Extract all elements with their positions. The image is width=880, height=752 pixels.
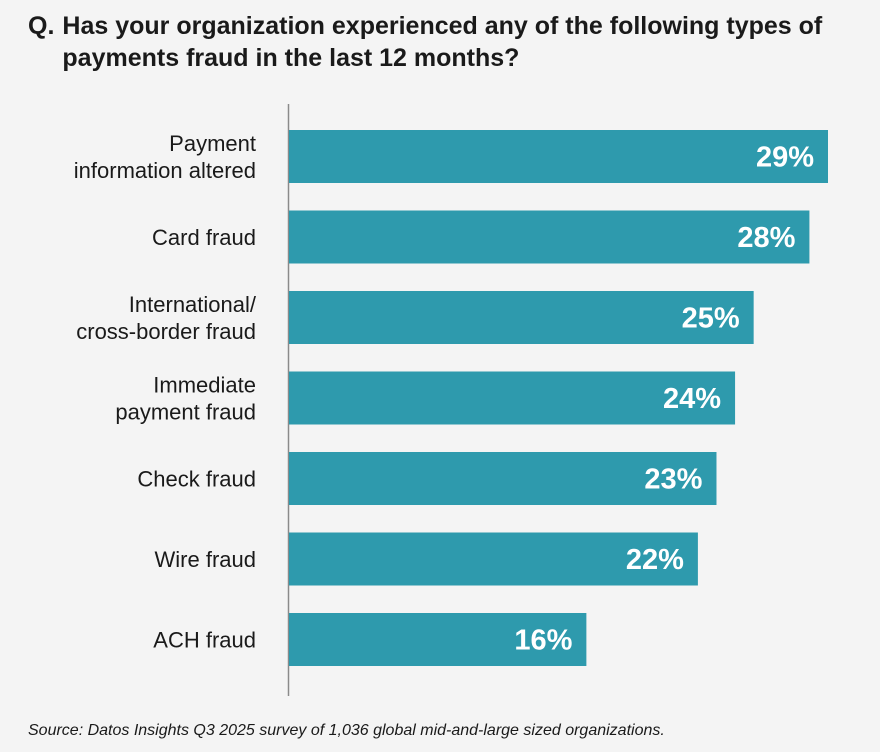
category-label: Payment <box>169 131 256 156</box>
category-label: International/ <box>129 292 257 317</box>
category-label: payment fraud <box>115 400 256 425</box>
value-label: 16% <box>514 625 572 657</box>
value-labels-group: 29% 28% 25% 24% 23% 22% 16% <box>514 142 814 657</box>
value-label: 28% <box>737 222 795 254</box>
bar <box>289 452 717 505</box>
category-label: Wire fraud <box>155 547 256 572</box>
category-label: information altered <box>74 158 256 183</box>
bar <box>289 210 810 264</box>
bar <box>289 532 698 586</box>
value-label: 29% <box>756 142 814 174</box>
category-label: ACH fraud <box>153 628 256 653</box>
chart-question: Q. Has your organization experienced any… <box>28 10 858 74</box>
source-note: Source: Datos Insights Q3 2025 survey of… <box>28 722 665 739</box>
question-text: Has your organization experienced any of… <box>62 12 823 72</box>
category-label: cross-border fraud <box>76 319 256 344</box>
category-label: Immediate <box>153 373 256 398</box>
value-label: 24% <box>663 383 721 415</box>
value-label: 23% <box>644 464 702 496</box>
value-label: 22% <box>626 544 684 576</box>
bars-group <box>289 130 828 666</box>
bar <box>289 130 828 183</box>
value-label: 25% <box>682 303 740 335</box>
category-label: Check fraud <box>137 467 256 492</box>
bar <box>289 291 754 344</box>
category-label: Card fraud <box>152 225 256 250</box>
question-prefix: Q. <box>28 12 55 40</box>
bar <box>289 371 736 425</box>
bar <box>289 613 587 666</box>
